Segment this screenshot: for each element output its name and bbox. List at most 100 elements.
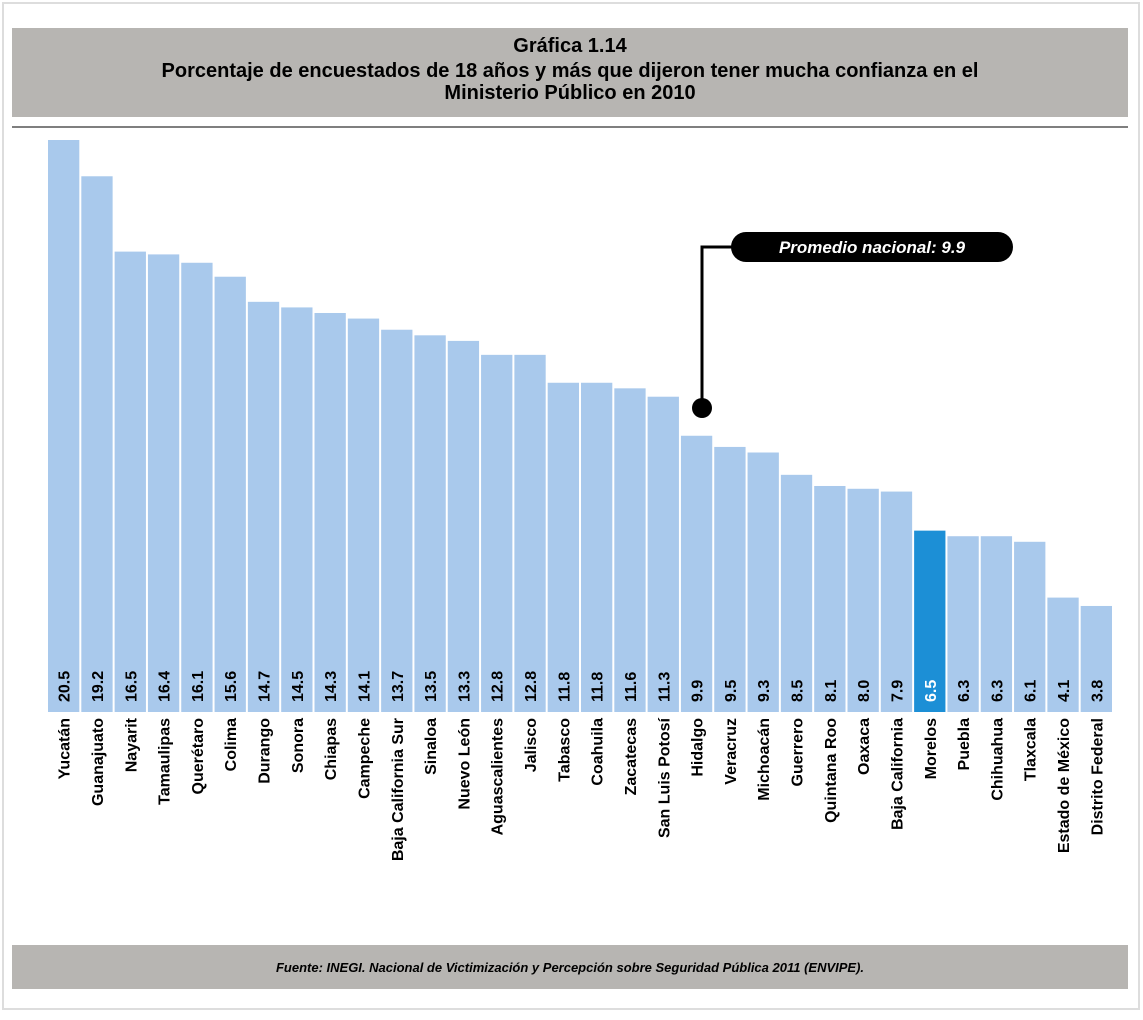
bar bbox=[281, 307, 313, 712]
value-label: 13.3 bbox=[456, 671, 473, 702]
value-label: 8.0 bbox=[856, 680, 873, 702]
x-tick-label: Baja California Sur bbox=[390, 718, 407, 861]
value-label: 11.3 bbox=[656, 672, 673, 702]
value-label: 3.8 bbox=[1089, 680, 1106, 702]
value-label: 15.6 bbox=[223, 671, 240, 702]
x-tick-label: Campeche bbox=[356, 718, 373, 799]
chart-title: Gráfica 1.14 bbox=[513, 35, 627, 57]
bar bbox=[614, 388, 646, 712]
bar bbox=[847, 488, 879, 712]
value-label: 11.8 bbox=[590, 672, 607, 702]
x-tick-label: Guanajuato bbox=[90, 718, 107, 806]
bar bbox=[81, 176, 113, 712]
bar bbox=[48, 140, 80, 712]
value-label: 8.1 bbox=[823, 680, 840, 702]
x-tick-label: Baja California bbox=[889, 718, 906, 830]
bar bbox=[581, 382, 613, 712]
bar bbox=[1014, 541, 1046, 712]
bar bbox=[114, 251, 146, 713]
value-label: 7.9 bbox=[889, 680, 906, 702]
bar bbox=[314, 312, 346, 712]
source-box bbox=[12, 945, 1128, 989]
bar bbox=[347, 318, 380, 712]
value-label: 9.3 bbox=[756, 680, 773, 702]
x-tick-label: Michoacán bbox=[756, 718, 773, 801]
bar bbox=[181, 262, 213, 712]
x-tick-label: Chiapas bbox=[323, 718, 340, 780]
value-label: 20.5 bbox=[57, 671, 74, 702]
bar bbox=[714, 446, 746, 712]
bar bbox=[680, 435, 713, 712]
x-tick-label: Sinaloa bbox=[423, 718, 440, 775]
value-label: 19.2 bbox=[90, 671, 107, 702]
bar bbox=[1047, 597, 1079, 712]
value-label: 12.8 bbox=[523, 671, 540, 702]
bar bbox=[1080, 605, 1112, 712]
x-tick-label: Tabasco bbox=[556, 718, 573, 782]
x-tick-label: Distrito Federal bbox=[1089, 718, 1106, 835]
x-tick-label: Aguascalientes bbox=[490, 718, 507, 835]
bar bbox=[147, 254, 180, 712]
value-label: 6.1 bbox=[1023, 680, 1040, 702]
value-label: 6.3 bbox=[989, 680, 1006, 702]
title-box bbox=[12, 28, 1128, 117]
x-tick-label: Quintana Roo bbox=[823, 718, 840, 823]
value-label: 14.3 bbox=[323, 671, 340, 702]
value-label: 16.5 bbox=[123, 671, 140, 702]
annotation: Promedio nacional: 9.9 bbox=[779, 238, 966, 257]
bar bbox=[780, 474, 813, 712]
bar bbox=[747, 452, 779, 712]
value-label: 12.8 bbox=[490, 671, 507, 702]
value-label: 9.5 bbox=[723, 680, 740, 702]
x-tick-label: Puebla bbox=[956, 718, 973, 771]
bar bbox=[447, 340, 480, 712]
x-tick-label: Zacatecas bbox=[623, 718, 640, 795]
value-label: 14.5 bbox=[290, 671, 307, 702]
x-tick-label: Guerrero bbox=[790, 718, 807, 787]
value-label: 4.1 bbox=[1056, 680, 1073, 702]
value-label: 14.1 bbox=[356, 671, 373, 702]
callout-dot bbox=[692, 398, 712, 418]
bar bbox=[414, 335, 446, 712]
callout-line bbox=[700, 245, 735, 408]
x-tick-label: Querétaro bbox=[190, 718, 207, 795]
x-tick-label: Tlaxcala bbox=[1023, 718, 1040, 781]
bar bbox=[547, 382, 579, 712]
x-tick-label: Veracruz bbox=[723, 718, 740, 785]
value-label: 11.8 bbox=[556, 672, 573, 702]
x-tick-label: Estado de México bbox=[1056, 718, 1073, 853]
bar bbox=[514, 354, 546, 712]
x-tick-label: Jalisco bbox=[523, 718, 540, 772]
x-tick-label: Nuevo León bbox=[456, 718, 473, 810]
bar bbox=[481, 354, 513, 712]
x-tick-label: San Luis Potosí bbox=[656, 717, 673, 838]
x-tick-label: Hidalgo bbox=[690, 718, 707, 777]
chart-subtitle: Porcentaje de encuestados de 18 años y m… bbox=[161, 60, 979, 104]
x-tick-label: Chihuahua bbox=[989, 718, 1006, 801]
bar bbox=[914, 530, 946, 712]
x-tick-label: Sonora bbox=[290, 718, 307, 773]
bar bbox=[947, 536, 979, 712]
bar bbox=[381, 329, 413, 712]
bar bbox=[980, 536, 1013, 712]
value-label: 6.5 bbox=[923, 680, 940, 702]
value-label: 8.5 bbox=[790, 680, 807, 702]
value-label: 9.9 bbox=[690, 680, 707, 702]
value-label: 13.7 bbox=[390, 671, 407, 702]
x-tick-label: Nayarit bbox=[123, 717, 140, 772]
x-tick-label: Tamaulipas bbox=[157, 718, 174, 805]
value-label: 13.5 bbox=[423, 671, 440, 702]
bar bbox=[247, 301, 280, 712]
bar bbox=[880, 491, 913, 712]
source: Fuente: INEGI. Nacional de Victimización… bbox=[276, 960, 864, 975]
value-label: 16.1 bbox=[190, 671, 207, 702]
bar bbox=[814, 485, 846, 712]
x-tick-label: Colima bbox=[223, 718, 240, 771]
x-tick-label: Yucatán bbox=[57, 718, 74, 779]
x-tick-label: Durango bbox=[257, 718, 274, 784]
bar bbox=[214, 276, 246, 712]
x-tick-label: Coahuila bbox=[590, 718, 607, 786]
value-label: 16.4 bbox=[157, 671, 174, 702]
